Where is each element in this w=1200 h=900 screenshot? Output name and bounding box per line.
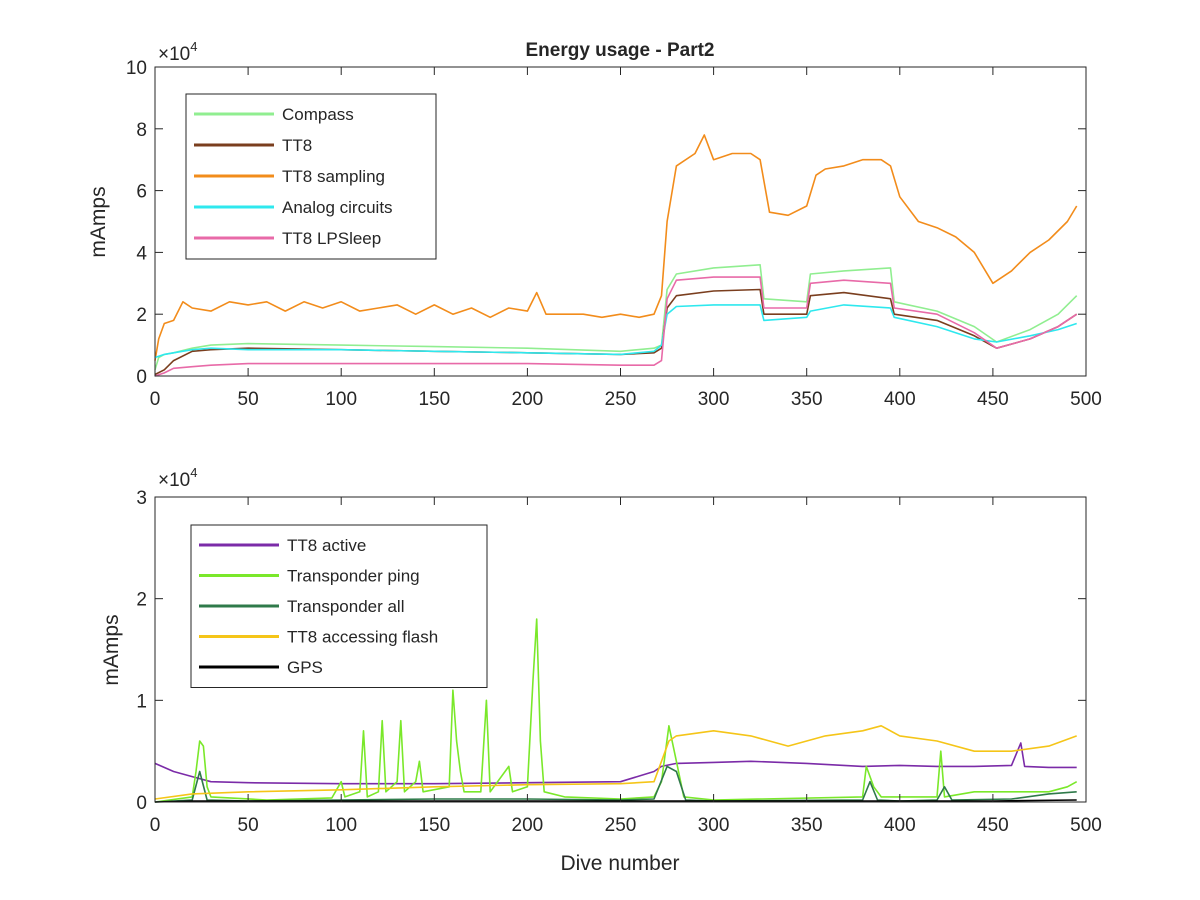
legend-entry: TT8 sampling	[282, 167, 385, 186]
x-tick-label: 0	[150, 815, 161, 836]
y-tick-label: 3	[136, 488, 147, 509]
x-tick-label: 200	[512, 389, 544, 410]
legend-entry: GPS	[287, 658, 323, 677]
chart-energy-bottom: Dive number mAmps ×104 0 50 100 150 200 250 30…	[100, 465, 1102, 875]
legend-entry: Transponder all	[287, 597, 405, 616]
legend-entry: TT8	[282, 136, 312, 155]
exponent-power: 4	[190, 39, 197, 54]
x-tick-label: 400	[884, 815, 916, 836]
x-axis-label: Dive number	[560, 852, 679, 875]
legend-entry: TT8 active	[287, 536, 366, 555]
x-tick-label: 150	[418, 389, 450, 410]
chart-energy-top: Energy usage - Part2 mAmps ×104 0 50 100 15…	[87, 39, 1102, 410]
series-line-0	[154, 742, 1077, 785]
y-tick-label: 4	[136, 243, 147, 264]
series-line-1	[154, 288, 1078, 376]
x-tick-label: 150	[418, 815, 450, 836]
x-tick-label: 50	[238, 815, 259, 836]
exponent-power: 4	[190, 465, 197, 480]
legend-entry: TT8 LPSleep	[282, 229, 381, 248]
x-tick-label: 350	[791, 389, 823, 410]
y-tick-label: 1	[136, 691, 147, 712]
x-tick-label: 450	[977, 815, 1009, 836]
series-line-4	[154, 276, 1078, 377]
x-tick-label: 50	[238, 389, 259, 410]
y-tick-label: 6	[136, 182, 147, 203]
x-tick-label: 100	[325, 815, 357, 836]
x-tick-label: 100	[325, 389, 357, 410]
series-line-3	[154, 725, 1077, 800]
x-tick-label: 250	[605, 389, 637, 410]
legend-entry: Transponder ping	[287, 567, 420, 586]
x-tick-label: 0	[150, 389, 161, 410]
x-tick-label: 200	[512, 815, 544, 836]
plot-area: 0 50 100 150 200 250 300 350 400 450 500 0 2 4 6 8 10 Com…	[126, 58, 1102, 410]
plot-area: 0 50 100 150 200 250 300 350 400 450 500 0 1 2 3 TT8 ac…	[136, 488, 1101, 836]
x-tick-label: 450	[977, 389, 1009, 410]
y-tick-label: 10	[126, 58, 147, 79]
legend-entry: TT8 accessing flash	[287, 628, 438, 647]
series-line-0	[154, 264, 1078, 371]
exponent-base: ×10	[158, 44, 190, 65]
y-tick-label: 2	[136, 305, 147, 326]
x-tick-label: 300	[698, 389, 730, 410]
y-tick-label: 8	[136, 120, 147, 141]
y-axis-label: mAmps	[87, 186, 110, 257]
x-tick-label: 300	[698, 815, 730, 836]
y-tick-label: 0	[136, 367, 147, 388]
y-tick-label: 0	[136, 793, 147, 814]
x-tick-label: 500	[1070, 815, 1102, 836]
x-tick-label: 250	[605, 815, 637, 836]
y-tick-label: 2	[136, 590, 147, 611]
legend-entry: Analog circuits	[282, 198, 393, 217]
legend-entry: Compass	[282, 105, 354, 124]
y-exponent-label: ×104	[158, 465, 197, 491]
series-line-4	[154, 799, 1077, 803]
x-tick-label: 400	[884, 389, 916, 410]
series-line-2	[154, 134, 1078, 361]
series-line-3	[154, 304, 1077, 359]
exponent-base: ×10	[158, 470, 190, 491]
x-tick-label: 500	[1070, 389, 1102, 410]
x-tick-label: 350	[791, 815, 823, 836]
chart-title: Energy usage - Part2	[525, 40, 714, 61]
y-exponent-label: ×104	[158, 39, 197, 65]
y-axis-label: mAmps	[100, 614, 123, 685]
